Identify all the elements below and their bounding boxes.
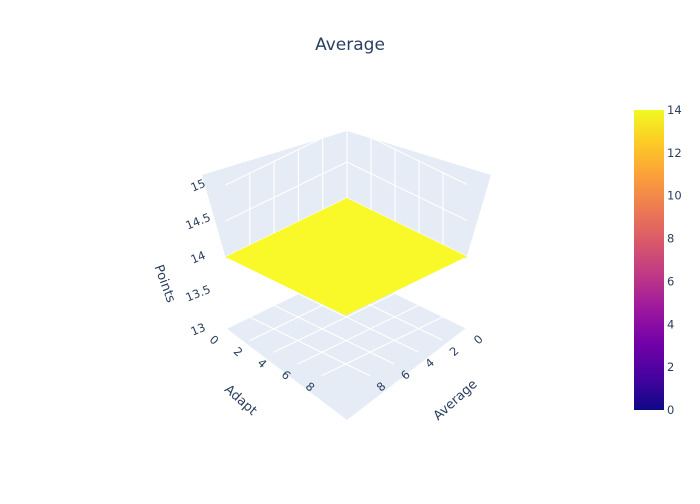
colorbar-gradient	[634, 110, 664, 410]
floor-grid-x-2	[298, 293, 419, 353]
z-tick-label-3: 14.5	[184, 210, 213, 233]
surface-plane[interactable]	[225, 198, 468, 316]
z-tick-label-2: 14	[189, 248, 208, 266]
floor-plane	[226, 270, 466, 420]
z-axis-title: Points	[151, 263, 179, 305]
colorbar-tick-label-3: 6	[667, 274, 674, 288]
colorbar-tick-label-1: 2	[667, 360, 674, 374]
y-axis-title: Adapt	[221, 382, 259, 419]
floor-grid-y-3	[297, 304, 420, 365]
wall-zgrid-3	[225, 125, 468, 186]
floor-grid-x-4	[249, 316, 371, 377]
floor-grid-y-4	[321, 316, 444, 377]
colorbar-tick-label-6: 12	[667, 146, 682, 160]
colorbar-ticks: 0 2 4 6 8 10 12 14	[667, 103, 682, 417]
z-tick-label-4: 15	[189, 176, 208, 194]
colorbar: 0 2 4 6 8 10 12 14	[634, 103, 682, 417]
colorbar-tick-label-0: 0	[667, 403, 674, 417]
colorbar-tick-label-2: 4	[667, 317, 674, 331]
x-tick-label-1: 2	[447, 344, 462, 359]
z-tick-label-0: 13	[189, 320, 208, 338]
colorbar-tick-label-5: 10	[667, 189, 682, 203]
x-tick-label-0: 0	[471, 332, 486, 347]
floor-grid-y-2	[273, 292, 396, 353]
colorbar-tick-label-4: 8	[667, 232, 674, 246]
floor-grid-x-3	[273, 304, 395, 365]
wall-zgrid-2	[225, 161, 468, 222]
x-tick-label-2: 4	[422, 355, 437, 370]
x-axis-title: Average	[431, 377, 481, 424]
z-tick-label-1: 13.5	[184, 282, 213, 305]
y-tick-label-0: 0	[207, 332, 222, 347]
z-axis-ticks: 13 13.5 14 14.5 15	[184, 176, 213, 338]
colorbar-tick-label-7: 14	[667, 103, 682, 117]
chart-title: Average	[315, 35, 385, 55]
y-tick-label-2: 4	[255, 356, 270, 371]
y-tick-label-1: 2	[231, 344, 246, 359]
